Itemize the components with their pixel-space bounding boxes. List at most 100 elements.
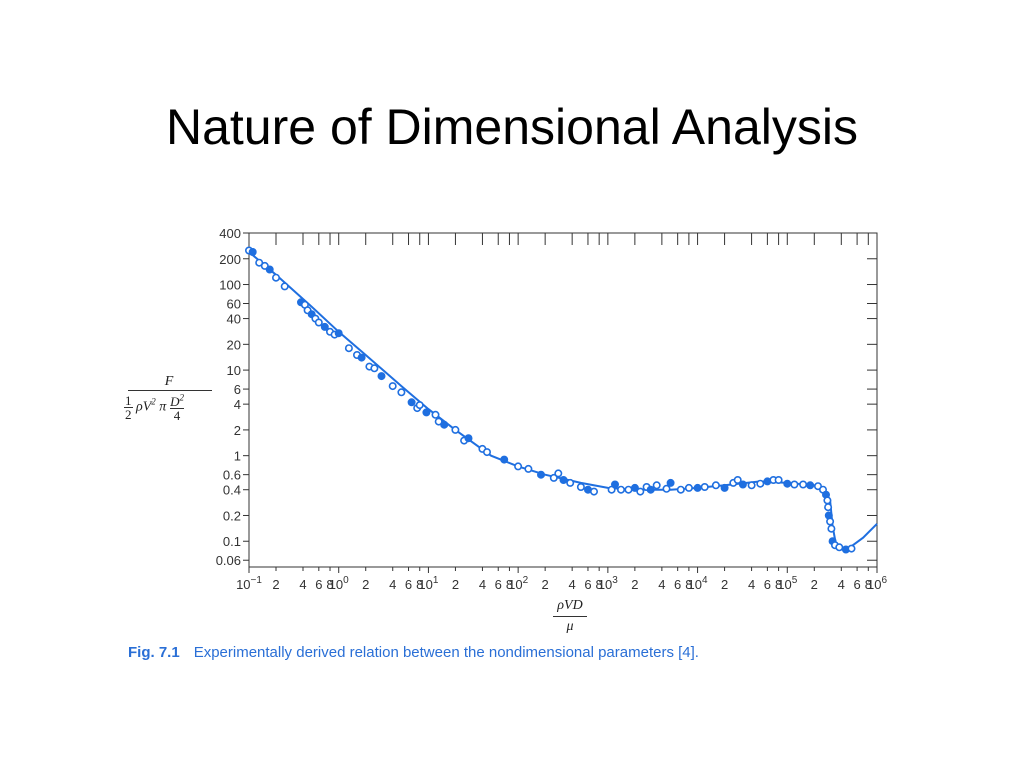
x-minor-label: 2: [811, 577, 818, 592]
x-minor-label: 8: [596, 577, 603, 592]
half-numerator: 1: [125, 392, 132, 408]
x-minor-label: 2: [631, 577, 638, 592]
y-tick-label: 6: [234, 382, 241, 397]
data-point: [280, 282, 289, 291]
data-point: [847, 544, 856, 553]
data-point: [700, 482, 709, 491]
data-point: [431, 410, 440, 419]
data-point: [357, 353, 366, 362]
x-minor-label: 2: [721, 577, 728, 592]
y-tick-label: 60: [227, 297, 241, 312]
data-point: [799, 480, 808, 489]
v-exponent: 2: [151, 396, 156, 407]
d-exponent: 2: [179, 393, 184, 403]
x-minor-label: 4: [748, 577, 755, 592]
x-minor-label: 8: [775, 577, 782, 592]
data-point: [790, 480, 799, 489]
data-point: [738, 480, 747, 489]
x-minor-label: 4: [658, 577, 665, 592]
x-decade-label: 102: [508, 575, 528, 592]
data-point: [344, 344, 353, 353]
x-minor-label: 4: [569, 577, 576, 592]
x-minor-label: 8: [326, 577, 333, 592]
x-decade-label: 103: [598, 575, 618, 592]
x-decade-label: 10−1: [236, 575, 262, 592]
four-denominator: 4: [169, 408, 185, 422]
data-point: [271, 273, 280, 282]
data-point: [684, 483, 693, 492]
data-point: [566, 478, 575, 487]
data-point: [248, 248, 257, 257]
data-point: [377, 372, 386, 381]
data-point: [314, 318, 323, 327]
data-point: [720, 483, 729, 492]
x-minor-label: 4: [389, 577, 396, 592]
data-point: [630, 483, 639, 492]
data-point: [549, 473, 558, 482]
y-tick-label: 20: [227, 337, 241, 352]
x-minor-label: 8: [506, 577, 513, 592]
y-axis-label: F 1 2 ρV2 π D2 4: [122, 368, 216, 428]
d-symbol: D: [170, 394, 180, 410]
data-point: [440, 420, 449, 429]
data-point: [835, 543, 844, 552]
slide-title: Nature of Dimensional Analysis: [166, 99, 858, 155]
data-point: [616, 485, 625, 494]
y-label-denominator: 1 2 ρV2 π D2 4: [124, 392, 218, 422]
data-point: [500, 455, 509, 464]
data-point: [589, 487, 598, 496]
data-point: [666, 478, 675, 487]
data-point: [806, 481, 815, 490]
data-point: [733, 475, 742, 484]
data-point: [320, 322, 329, 331]
data-point: [482, 448, 491, 457]
y-tick-label: 0.4: [223, 483, 241, 498]
x-minor-label: 8: [416, 577, 423, 592]
data-point: [524, 464, 533, 473]
data-point: [265, 265, 274, 274]
x-minor-label: 6: [584, 577, 591, 592]
caption-text: Experimentally derived relation between …: [193, 644, 699, 661]
axis-ticks: [243, 232, 878, 573]
data-point: [827, 524, 836, 533]
x-axis-label: ρVD μ: [540, 598, 600, 634]
x-minor-label: 4: [299, 577, 306, 592]
x-minor-label: 4: [479, 577, 486, 592]
data-point: [397, 388, 406, 397]
x-decade-label: 104: [688, 575, 708, 592]
data-point: [711, 481, 720, 490]
x-minor-label: 6: [495, 577, 502, 592]
x-label-denominator: μ: [566, 619, 574, 634]
data-point: [514, 462, 523, 471]
figure-number: Fig. 7.1: [128, 644, 180, 661]
half-denominator: 2: [124, 406, 133, 422]
y-tick-label: 0.06: [216, 553, 241, 568]
x-label-fraction-bar: [553, 616, 587, 617]
x-minor-label: 8: [865, 577, 872, 592]
x-decade-label: 105: [777, 575, 797, 592]
pi-symbol: π: [155, 399, 170, 415]
d-squared: D2: [170, 393, 184, 410]
data-point: [774, 475, 783, 484]
data-point: [826, 517, 835, 526]
y-tick-label: 0.2: [223, 508, 241, 523]
data-point: [554, 469, 563, 478]
data-point: [388, 382, 397, 391]
data-point: [536, 470, 545, 479]
data-point: [756, 479, 765, 488]
x-minor-label: 6: [674, 577, 681, 592]
data-point: [693, 483, 702, 492]
rho-v: ρV: [136, 399, 152, 415]
data-point: [823, 496, 832, 505]
x-minor-label: 2: [542, 577, 549, 592]
x-minor-label: 2: [272, 577, 279, 592]
x-minor-label: 2: [362, 577, 369, 592]
y-tick-label: 2: [234, 423, 241, 438]
y-tick-label: 10: [227, 363, 241, 378]
y-tick-label: 200: [219, 252, 241, 267]
data-point: [370, 364, 379, 373]
y-label-fraction-bar: [128, 390, 212, 391]
